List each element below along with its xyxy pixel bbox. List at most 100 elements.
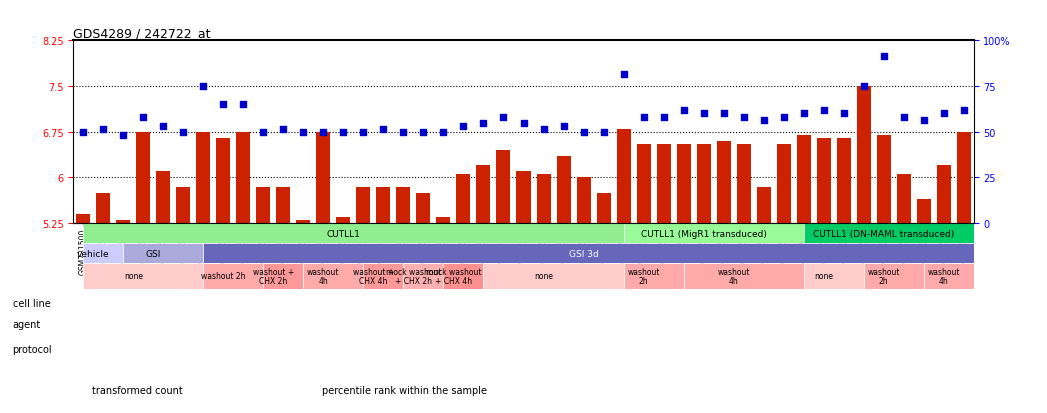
Bar <box>817 138 830 223</box>
Point <box>235 102 251 108</box>
Point <box>675 108 692 114</box>
Bar <box>203 263 264 289</box>
Point <box>515 120 532 127</box>
Bar <box>203 244 984 263</box>
Text: washout
4h: washout 4h <box>928 267 960 286</box>
Bar <box>696 145 711 223</box>
Point <box>75 129 92 136</box>
Point <box>295 129 312 136</box>
Text: washout
4h: washout 4h <box>717 267 750 286</box>
Text: mock washout
+ CHX 2h: mock washout + CHX 2h <box>385 267 441 286</box>
Point <box>275 126 292 133</box>
Bar <box>257 187 270 223</box>
Point <box>455 123 472 130</box>
Text: agent: agent <box>13 319 41 329</box>
Text: none: none <box>815 272 833 281</box>
Bar <box>84 223 624 244</box>
Bar <box>417 193 430 223</box>
Point <box>695 111 712 118</box>
Bar <box>637 145 650 223</box>
Bar <box>716 142 731 223</box>
Text: CUTLL1 (MigR1 transduced): CUTLL1 (MigR1 transduced) <box>641 229 766 238</box>
Point <box>135 114 152 121</box>
Point <box>335 129 352 136</box>
Text: washout 2h: washout 2h <box>201 272 246 281</box>
Text: protocol: protocol <box>13 344 52 354</box>
Point <box>616 71 632 78</box>
Point <box>95 126 112 133</box>
Point <box>415 129 431 136</box>
Bar <box>876 135 891 223</box>
Bar <box>84 244 124 263</box>
Bar <box>76 214 90 223</box>
Text: washout
2h: washout 2h <box>627 267 660 286</box>
Point <box>836 111 852 118</box>
Point <box>436 129 452 136</box>
Bar <box>797 135 810 223</box>
Bar <box>656 145 670 223</box>
Bar <box>804 223 984 244</box>
Bar <box>917 199 931 223</box>
Bar <box>197 133 210 223</box>
Point <box>915 117 932 123</box>
Point <box>715 111 732 118</box>
Bar <box>217 138 230 223</box>
Text: washout
2h: washout 2h <box>867 267 900 286</box>
Bar <box>437 218 450 223</box>
Point <box>816 108 832 114</box>
Point <box>215 102 231 108</box>
Point <box>115 132 132 139</box>
Bar <box>264 263 304 289</box>
Bar <box>403 263 444 289</box>
Bar <box>617 129 630 223</box>
Bar <box>156 172 171 223</box>
Bar <box>336 218 351 223</box>
Text: vehicle: vehicle <box>77 249 110 258</box>
Text: CUTLL1: CUTLL1 <box>327 229 360 238</box>
Point <box>175 129 192 136</box>
Bar <box>737 145 751 223</box>
Text: none: none <box>534 272 553 281</box>
Point <box>535 126 552 133</box>
Text: none: none <box>124 272 142 281</box>
Point <box>475 120 492 127</box>
Bar <box>804 263 864 289</box>
Text: transformed count: transformed count <box>92 385 183 395</box>
Bar <box>363 263 403 289</box>
Bar <box>536 175 551 223</box>
Bar <box>124 244 203 263</box>
Bar <box>896 175 911 223</box>
Text: washout +
CHX 4h: washout + CHX 4h <box>353 267 394 286</box>
Bar <box>684 263 804 289</box>
Bar <box>276 187 290 223</box>
Bar <box>316 133 331 223</box>
Point <box>935 111 952 118</box>
Bar <box>444 263 484 289</box>
Point <box>555 123 572 130</box>
Text: CUTLL1 (DN-MAML transduced): CUTLL1 (DN-MAML transduced) <box>814 229 954 238</box>
Bar <box>84 263 203 289</box>
Bar <box>856 87 871 223</box>
Text: GDS4289 / 242722_at: GDS4289 / 242722_at <box>73 27 210 40</box>
Text: GSI 3d: GSI 3d <box>569 249 599 258</box>
Text: washout +
CHX 2h: washout + CHX 2h <box>252 267 294 286</box>
Point <box>595 129 611 136</box>
Point <box>395 129 411 136</box>
Text: washout
4h: washout 4h <box>307 267 339 286</box>
Text: cell line: cell line <box>13 299 50 309</box>
Bar <box>176 187 191 223</box>
Point <box>855 83 872 90</box>
Point <box>155 123 172 130</box>
Bar <box>356 187 371 223</box>
Point <box>875 53 892 60</box>
Bar <box>624 263 684 289</box>
Point <box>955 108 972 114</box>
Bar <box>377 187 391 223</box>
Bar <box>557 157 571 223</box>
Point <box>735 114 752 121</box>
Point <box>495 114 512 121</box>
Bar <box>923 263 984 289</box>
Bar <box>937 166 951 223</box>
Bar <box>837 138 850 223</box>
Bar <box>496 151 511 223</box>
